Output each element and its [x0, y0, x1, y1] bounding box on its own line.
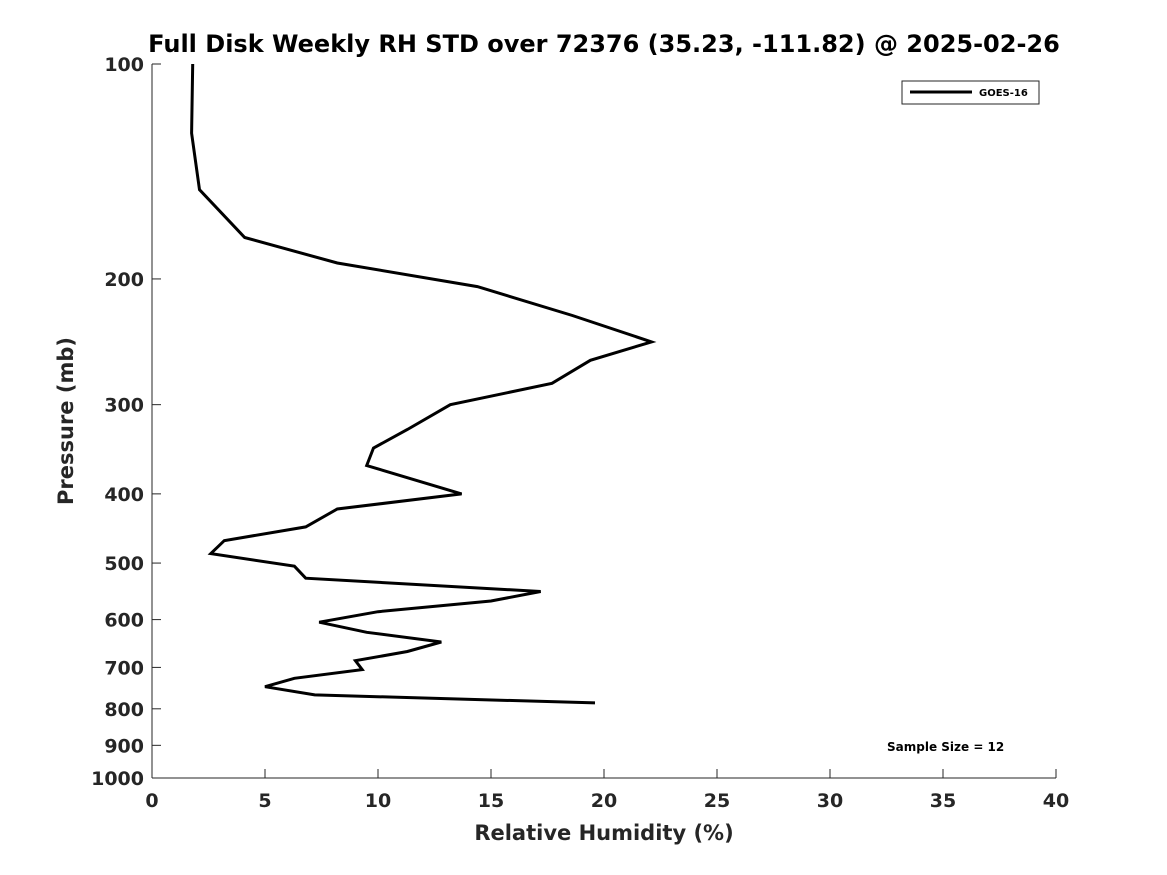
- x-tick-label: 25: [704, 790, 730, 812]
- y-tick-label: 1000: [91, 768, 144, 790]
- legend-label-goes-16: GOES-16: [979, 88, 1028, 99]
- y-tick-label: 600: [104, 610, 144, 632]
- y-ticks: 100 200 300 400 500 600 700 800 900 1000: [91, 54, 161, 790]
- x-tick-label: 0: [145, 790, 158, 812]
- chart-title: Full Disk Weekly RH STD over 72376 (35.2…: [148, 30, 1060, 58]
- y-tick-label: 200: [104, 269, 144, 291]
- x-axis-label: Relative Humidity (%): [474, 821, 733, 845]
- x-tick-label: 40: [1043, 790, 1069, 812]
- x-ticks: 0 5 10 15 20 25 30 35 40: [145, 769, 1069, 812]
- y-tick-label: 800: [104, 699, 144, 721]
- y-tick-label: 500: [104, 553, 144, 575]
- x-tick-label: 20: [591, 790, 617, 812]
- y-axis-label: Pressure (mb): [54, 337, 78, 505]
- axes: [151, 64, 1056, 779]
- series-line-goes-16: [190, 63, 657, 705]
- x-tick-label: 15: [478, 790, 504, 812]
- x-tick-label: 35: [930, 790, 956, 812]
- y-tick-label: 900: [104, 735, 144, 757]
- x-tick-label: 10: [365, 790, 391, 812]
- x-tick-label: 5: [258, 790, 271, 812]
- y-tick-label: 400: [104, 484, 144, 506]
- y-tick-label: 300: [104, 395, 144, 417]
- y-tick-label: 100: [104, 54, 144, 76]
- sample-size-annotation: Sample Size = 12: [887, 740, 1004, 754]
- series-group: [190, 63, 657, 705]
- legend: GOES-16: [901, 80, 1040, 105]
- y-tick-label: 700: [104, 657, 144, 679]
- x-tick-label: 30: [817, 790, 843, 812]
